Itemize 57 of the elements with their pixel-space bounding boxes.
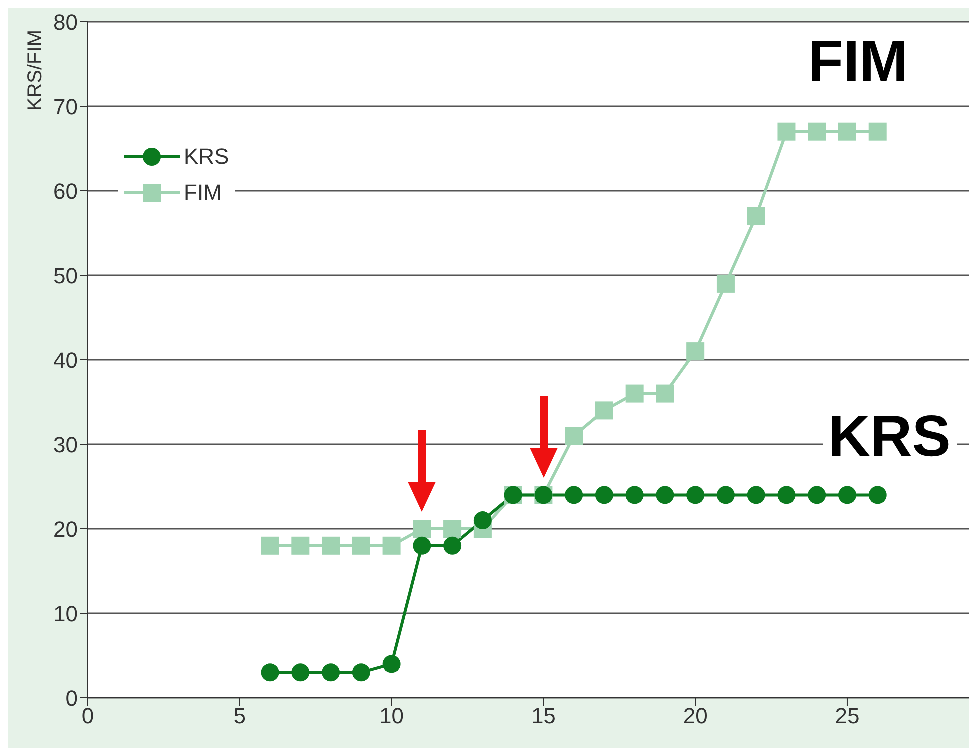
point [656, 486, 674, 504]
point [716, 486, 735, 504]
y-axis-title: KRS/FIM [24, 30, 46, 112]
point [868, 486, 887, 504]
y-tick-label: 0 [66, 686, 78, 711]
point [292, 536, 310, 555]
point [322, 664, 340, 682]
point [808, 486, 826, 504]
point [565, 427, 584, 446]
point [444, 520, 462, 538]
point [565, 486, 584, 504]
x-tick-label: 5 [234, 704, 246, 729]
x-tick-label: 25 [835, 704, 860, 729]
x-tick-label: 0 [82, 704, 94, 729]
y-tick-label: 70 [54, 94, 78, 120]
point [322, 536, 340, 555]
y-tick-label: 60 [54, 178, 78, 204]
point [382, 655, 401, 674]
point [838, 122, 856, 141]
y-tick-label: 80 [54, 10, 78, 35]
y-tick-label: 50 [54, 263, 78, 288]
point [595, 486, 614, 504]
point [656, 384, 674, 403]
point [352, 536, 370, 555]
point [261, 664, 280, 682]
annotation: KRS [822, 403, 957, 470]
point [868, 122, 887, 141]
legend-label: KRS [184, 144, 230, 170]
point [626, 384, 644, 403]
y-tick-label: 30 [54, 432, 78, 458]
point [778, 122, 796, 141]
point [382, 536, 401, 555]
point [595, 402, 614, 420]
y-tick-label: 20 [54, 516, 78, 542]
point [716, 274, 735, 293]
point [626, 486, 644, 504]
x-tick-label: 20 [683, 704, 708, 729]
x-tick-label: 15 [531, 704, 556, 729]
point [686, 342, 705, 361]
point [838, 486, 856, 504]
x-tick-label: 10 [380, 704, 404, 729]
point [474, 512, 492, 530]
y-tick-label: 10 [54, 601, 78, 626]
point [261, 536, 280, 555]
y-tick-label: 40 [54, 348, 78, 373]
point [352, 664, 370, 682]
legend-label: FIM [184, 180, 222, 206]
point [808, 122, 826, 141]
annotation: FIM [802, 28, 914, 95]
point [686, 486, 705, 504]
point [413, 520, 432, 538]
point [778, 486, 796, 504]
point [747, 207, 766, 226]
point [292, 664, 310, 682]
point [747, 486, 766, 504]
point [444, 536, 462, 555]
point [413, 536, 432, 555]
